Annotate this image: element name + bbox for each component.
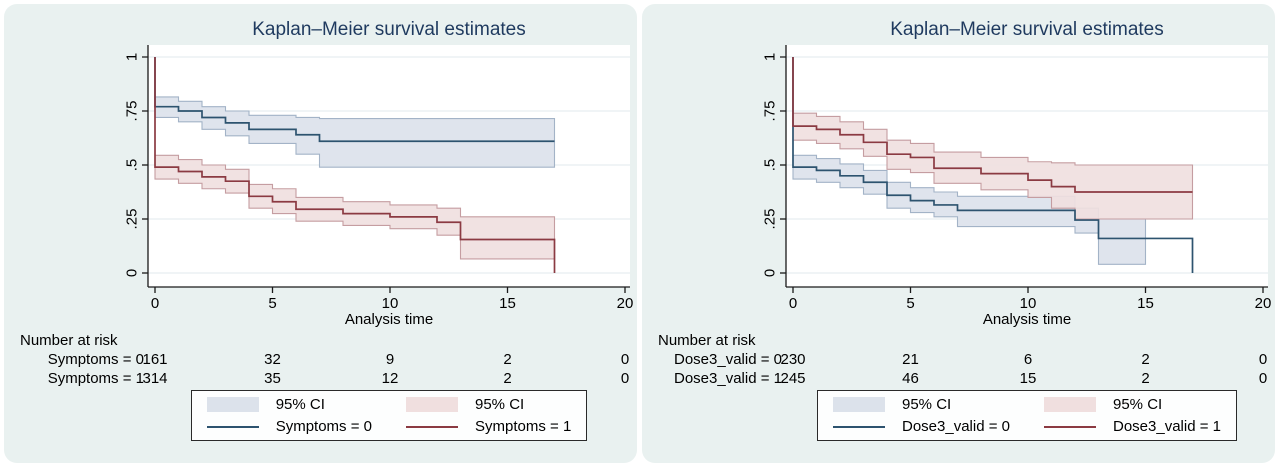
risk-row-value: 0 xyxy=(1259,370,1267,386)
y-tick-label: .5 xyxy=(761,159,778,172)
legend-ci-entry: 95% CI xyxy=(1044,396,1221,413)
x-tick-label: 10 xyxy=(382,295,399,312)
ci-band-swatch xyxy=(206,397,259,412)
legend-label: Dose3_valid = 1 xyxy=(1113,418,1221,435)
x-tick-label: 0 xyxy=(151,295,159,312)
series-line-swatch xyxy=(1044,425,1096,428)
risk-row-value: 2 xyxy=(503,370,511,386)
y-tick-label: .5 xyxy=(123,159,140,172)
legend-ci-entry: 95% CI xyxy=(206,396,372,413)
plot-title: Kaplan–Meier survival estimates xyxy=(252,19,526,40)
legend-label: Symptoms = 0 xyxy=(275,418,372,435)
x-tick-label: 20 xyxy=(1255,295,1272,312)
risk-row-value: 9 xyxy=(386,351,394,368)
risk-row-label: Symptoms = 1 xyxy=(48,370,144,386)
y-tick-label: .25 xyxy=(761,209,778,230)
survival-line-series-0 xyxy=(154,57,555,143)
legend-ci-entry: 95% CI xyxy=(406,396,571,413)
risk-table-title: Number at risk xyxy=(20,332,118,349)
series-line-swatch xyxy=(406,425,458,428)
x-tick-label: 10 xyxy=(1020,295,1037,312)
risk-row-value: 0 xyxy=(1259,351,1267,368)
legend-label: Dose3_valid = 0 xyxy=(902,418,1010,435)
y-tick-label: .75 xyxy=(123,101,140,122)
legend-label: Symptoms = 1 xyxy=(475,418,572,435)
risk-row-value: 2 xyxy=(1141,351,1149,368)
risk-row-value: 0 xyxy=(621,370,629,386)
risk-row-value: 2 xyxy=(1141,370,1149,386)
legend-series-entry: Dose3_valid = 0 xyxy=(833,418,1010,435)
y-tick-label: .25 xyxy=(123,209,140,230)
series-line-swatch xyxy=(206,425,259,428)
ci-band-swatch xyxy=(406,397,458,412)
legend-label: 95% CI xyxy=(902,396,952,413)
legend-label: 95% CI xyxy=(275,396,325,413)
risk-table-title: Number at risk xyxy=(658,332,756,349)
risk-row-label: Dose3_valid = 1 xyxy=(674,370,782,386)
legend-symptoms: 95% CI 95% CI Symptoms = 0 Symptoms = 1 xyxy=(148,390,630,441)
ci-band-swatch xyxy=(1044,397,1096,412)
risk-row-value: 0 xyxy=(621,351,629,368)
risk-row-label: Symptoms = 0 xyxy=(48,351,144,368)
legend-dose3: 95% CI 95% CI Dose3_valid = 0 Dose3_valid =… xyxy=(786,390,1268,441)
risk-row-value: 32 xyxy=(264,351,281,368)
y-tick-label: 0 xyxy=(761,269,778,277)
y-tick-label: 0 xyxy=(123,269,140,277)
risk-row-value: 2 xyxy=(503,351,511,368)
x-tick-label: 5 xyxy=(906,295,914,312)
x-tick-label: 15 xyxy=(499,295,516,312)
risk-row-value: 245 xyxy=(780,370,805,386)
risk-row-value: 314 xyxy=(142,370,167,386)
plot-title: Kaplan–Meier survival estimates xyxy=(890,19,1164,40)
legend-label: 95% CI xyxy=(475,396,525,413)
legend-series-entry: Symptoms = 0 xyxy=(206,418,372,435)
risk-row-value: 6 xyxy=(1024,351,1032,368)
ci-band-swatch xyxy=(833,397,885,412)
series-line-swatch xyxy=(833,425,885,428)
survival-line-series-1 xyxy=(792,57,1193,193)
risk-row-value: 12 xyxy=(382,370,399,386)
risk-row-label: Dose3_valid = 0 xyxy=(674,351,782,368)
x-tick-label: 20 xyxy=(617,295,634,312)
km-panel-dose3: Kaplan–Meier survival estimates 0 5 10 15 20 0… xyxy=(642,4,1275,463)
x-axis-label: Analysis time xyxy=(983,311,1071,328)
legend-box: 95% CI 95% CI Dose3_valid = 0 Dose3_valid =… xyxy=(817,390,1237,441)
legend-label: 95% CI xyxy=(1113,396,1163,413)
risk-row-value: 46 xyxy=(902,370,919,386)
risk-row-value: 35 xyxy=(264,370,281,386)
survival-line-series-1 xyxy=(154,57,556,273)
risk-row-value: 230 xyxy=(780,351,805,368)
x-tick-label: 15 xyxy=(1137,295,1154,312)
legend-ci-entry: 95% CI xyxy=(833,396,1010,413)
ci-band-series-0 xyxy=(154,96,556,168)
risk-row-value: 21 xyxy=(902,351,919,368)
legend-series-entry: Symptoms = 1 xyxy=(406,418,571,435)
risk-row-value: 161 xyxy=(142,351,167,368)
y-tick-label: 1 xyxy=(761,53,778,61)
legend-series-entry: Dose3_valid = 1 xyxy=(1044,418,1221,435)
x-axis-label: Analysis time xyxy=(345,311,433,328)
risk-row-value: 15 xyxy=(1020,370,1037,386)
x-tick-label: 0 xyxy=(789,295,797,312)
y-tick-label: .75 xyxy=(761,101,778,122)
x-tick-label: 5 xyxy=(268,295,276,312)
legend-box: 95% CI 95% CI Symptoms = 0 Symptoms = 1 xyxy=(190,390,588,441)
y-tick-label: 1 xyxy=(123,53,140,61)
survival-line-series-0 xyxy=(792,57,1194,273)
km-panel-symptoms: Kaplan–Meier survival estimates 0 5 10 15 20 0… xyxy=(4,4,637,463)
